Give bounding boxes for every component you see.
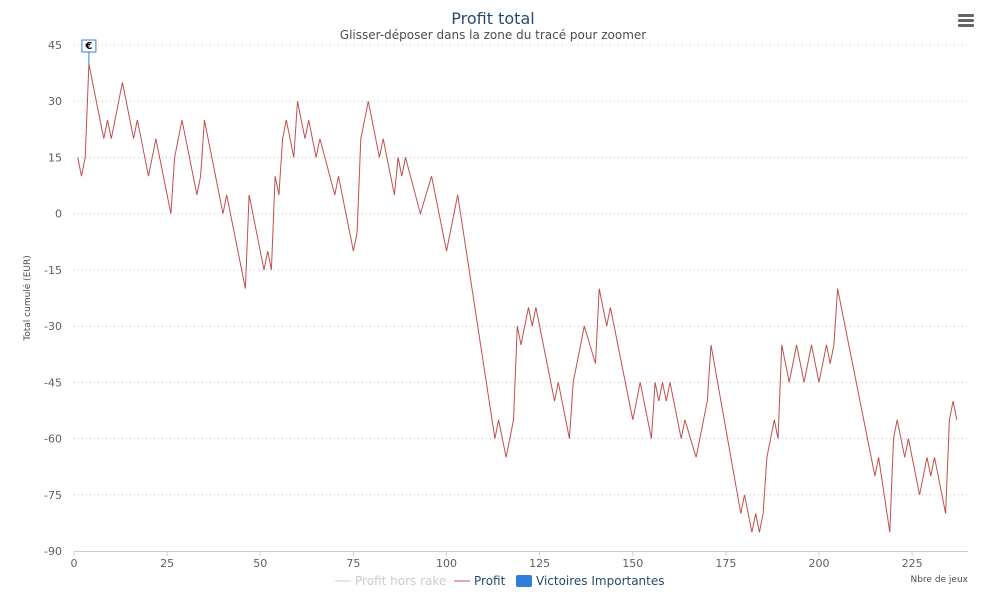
x-axis-title: Nbre de jeux (910, 575, 968, 585)
legend-item[interactable]: Profit hors rake (335, 574, 446, 588)
y-axis-title: Total cumulé (EUR) (22, 255, 33, 341)
x-tick-label: 175 (715, 557, 736, 570)
legend-label: Victoires Importantes (536, 574, 665, 588)
y-tick-label: -75 (44, 489, 62, 502)
legend-label: Profit hors rake (355, 574, 446, 588)
chart-subtitle: Glisser-déposer dans la zone du tracé po… (340, 28, 646, 42)
y-tick-label: 0 (55, 208, 62, 221)
y-tick-label: 30 (48, 95, 62, 108)
x-tick-label: 200 (809, 557, 830, 570)
x-tick-label: 50 (253, 557, 267, 570)
x-tick-label: 125 (529, 557, 550, 570)
x-tick-label: 150 (622, 557, 643, 570)
flag-label: € (84, 41, 92, 52)
y-tick-label: 15 (48, 151, 62, 164)
y-tick-label: -60 (44, 433, 62, 446)
x-tick-label: 25 (160, 557, 174, 570)
flag-box (81, 39, 97, 53)
x-tick-label: 75 (346, 557, 360, 570)
x-tick-label: 0 (71, 557, 78, 570)
victory-flag[interactable]: € (81, 39, 97, 64)
y-tick-label: -15 (44, 264, 62, 277)
flags-layer: € (81, 39, 97, 64)
profit-series-line (77, 63, 958, 533)
x-tick-label: 100 (436, 557, 457, 570)
x-tick-label: 225 (902, 557, 923, 570)
y-tick-label: -30 (44, 320, 62, 333)
export-menu-button[interactable] (952, 9, 980, 33)
y-tick-label: 45 (48, 39, 62, 52)
legend: Profit hors rake Profit Victoires Importan… (335, 574, 665, 588)
grid-lines (74, 44, 968, 496)
hamburger-icon (958, 14, 974, 27)
y-axis-ticks: 45 30 15 0 -15 -30 -45 -60 -75 -90 (44, 39, 62, 558)
legend-item[interactable]: Profit (454, 574, 506, 588)
y-tick-label: -90 (44, 545, 62, 558)
legend-symbol (516, 575, 532, 587)
legend-item[interactable]: Victoires Importantes (516, 574, 665, 588)
chart-title: Profit total (451, 9, 534, 28)
plot-area[interactable] (77, 63, 958, 533)
x-axis-ticks: 0 25 50 75 100 125 150 175 200 225 (71, 551, 923, 570)
legend-label: Profit (474, 574, 506, 588)
y-tick-label: -45 (44, 376, 62, 389)
